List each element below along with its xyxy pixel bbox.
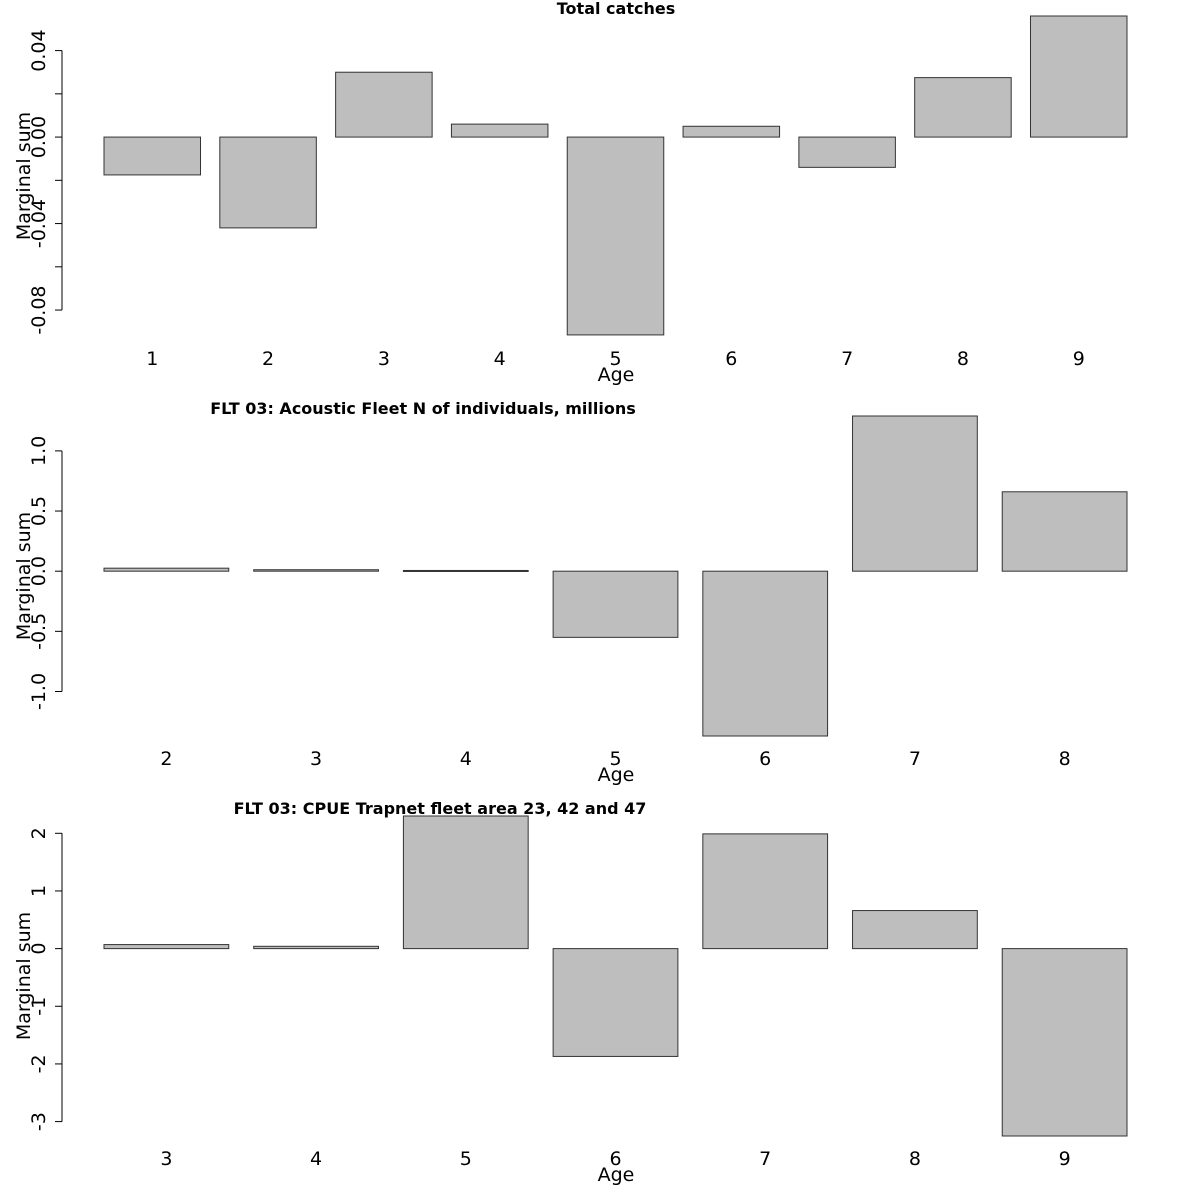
y-tick-label: 1.0: [28, 436, 50, 466]
bar-age-3: [335, 71, 433, 138]
bar-age-5: [402, 815, 529, 950]
x-tick-label: 8: [1059, 748, 1071, 770]
chart-title: Total catches: [557, 0, 675, 18]
y-tick-label: 0.0: [28, 556, 50, 586]
bar-age-4: [253, 945, 379, 950]
bar-age-4: [402, 569, 529, 572]
y-tick-label: 0.04: [28, 29, 50, 71]
bar-age-9: [1001, 948, 1128, 1137]
x-tick-label: 5: [460, 1148, 472, 1170]
y-axis-label: Marginal sum: [13, 112, 35, 240]
x-tick-label: 8: [909, 1148, 921, 1170]
bar-age-3: [103, 944, 230, 950]
y-tick-label: 1: [28, 885, 50, 897]
y-tick-label: 2: [28, 827, 50, 839]
x-tick-label: 7: [909, 748, 921, 770]
y-tick-label: -1.0: [28, 673, 50, 710]
x-axis-label: Age: [598, 364, 635, 386]
chart-title: FLT 03: Acoustic Fleet N of individuals,…: [210, 399, 636, 418]
y-tick-label: -0.08: [28, 285, 50, 334]
bar-age-8: [914, 77, 1012, 138]
y-tick-label: 0.5: [28, 496, 50, 526]
bar-age-8: [852, 910, 978, 950]
x-tick-label: 7: [841, 348, 853, 370]
x-tick-label: 3: [310, 748, 322, 770]
x-tick-label: 2: [262, 348, 274, 370]
chart-panel-1: Total catches 1 2 3 4 5 6 7 8 9 -0.08 -0.04 0.00 0.04…: [13, 0, 1128, 386]
bar-age-8: [1001, 491, 1128, 572]
y-axis-label: Marginal sum: [13, 512, 35, 640]
y-tick-label: -0.04: [28, 199, 50, 248]
y-tick-label: -2: [28, 1054, 50, 1073]
y-tick-label: 0: [28, 943, 50, 955]
x-tick-label: 4: [310, 1148, 322, 1170]
x-tick-label: 9: [1059, 1148, 1071, 1170]
bar-age-4: [450, 123, 549, 138]
x-axis-label: Age: [598, 764, 635, 786]
y-axis-label: Marginal sum: [13, 912, 35, 1040]
bar-age-1: [103, 136, 202, 176]
bar-age-6: [552, 948, 679, 1057]
chart-panel-3: FLT 03: CPUE Trapnet fleet area 23, 42 a…: [13, 799, 1128, 1186]
bar-age-9: [1029, 15, 1128, 138]
bar-age-7: [852, 415, 978, 572]
y-tick-label: -3: [28, 1112, 50, 1131]
x-tick-label: 4: [460, 748, 472, 770]
x-tick-label: 6: [609, 1148, 621, 1170]
x-tick-label: 4: [494, 348, 506, 370]
x-tick-label: 5: [609, 348, 621, 370]
y-tick-label: -0.5: [28, 613, 50, 650]
bar-age-7: [702, 833, 829, 950]
x-tick-label: 3: [378, 348, 390, 370]
bar-age-5: [566, 136, 665, 336]
bar-age-6: [702, 570, 829, 737]
bar-age-2: [219, 136, 317, 229]
x-axis-label: Age: [598, 1164, 635, 1186]
bar-age-6: [682, 125, 781, 138]
chart-title: FLT 03: CPUE Trapnet fleet area 23, 42 a…: [234, 799, 647, 818]
x-tick-label: 6: [759, 748, 771, 770]
bar-age-2: [103, 567, 230, 572]
x-tick-label: 2: [160, 748, 172, 770]
bar-age-7: [798, 136, 896, 168]
chart-panel-2: FLT 03: Acoustic Fleet N of individuals,…: [13, 399, 1128, 786]
y-tick-label: 0.00: [28, 116, 50, 158]
x-tick-label: 3: [160, 1148, 172, 1170]
x-tick-label: 7: [759, 1148, 771, 1170]
x-tick-label: 6: [725, 348, 737, 370]
x-tick-label: 8: [957, 348, 969, 370]
x-tick-label: 5: [609, 748, 621, 770]
bar-age-5: [552, 570, 679, 638]
x-tick-label: 1: [146, 348, 158, 370]
x-tick-label: 9: [1073, 348, 1085, 370]
y-tick-label: -1: [28, 997, 50, 1016]
bar-age-3: [253, 569, 379, 572]
